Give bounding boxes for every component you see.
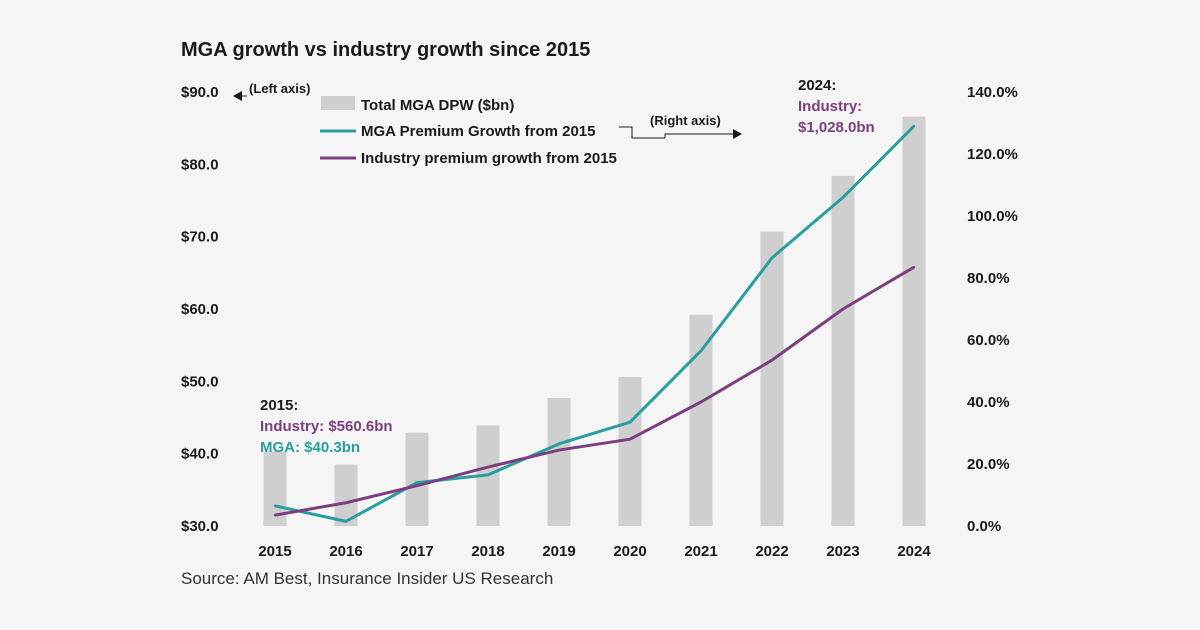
point-industry-2017 bbox=[415, 484, 419, 487]
x-tick-label: 2019 bbox=[542, 543, 575, 560]
left-tick-label: $90.0 bbox=[181, 84, 219, 101]
right-tick-label: 140.0% bbox=[967, 84, 1018, 101]
point-industry-2015 bbox=[273, 513, 277, 517]
point-mga-2017 bbox=[415, 481, 419, 484]
line-industry bbox=[274, 265, 915, 517]
left-axis-note: (Left axis) bbox=[233, 81, 310, 101]
bar-2023 bbox=[831, 175, 855, 526]
left-tick-label: $30.0 bbox=[181, 518, 219, 535]
legend-label-bars: Total MGA DPW ($bn) bbox=[361, 97, 514, 114]
point-mga-2022 bbox=[770, 256, 774, 260]
point-industry-2019 bbox=[557, 448, 561, 452]
point-mga-2019 bbox=[557, 442, 561, 446]
point-mga-2023 bbox=[841, 196, 845, 199]
x-tick-label: 2017 bbox=[400, 543, 433, 560]
annotation-2015: 2015: Industry: $560.6bn MGA: $40.3bn bbox=[260, 397, 393, 456]
left-tick-label: $50.0 bbox=[181, 373, 219, 390]
point-industry-2024 bbox=[912, 265, 916, 269]
left-axis-note-text: (Left axis) bbox=[249, 81, 310, 96]
x-axis: 2015 2016 2017 2018 2019 2020 2021 2022 2023 2024 bbox=[258, 543, 931, 560]
point-mga-2021 bbox=[699, 349, 703, 353]
bar-2016 bbox=[334, 464, 358, 526]
bar-2021 bbox=[689, 314, 713, 526]
right-axis-note-text: (Right axis) bbox=[650, 113, 721, 128]
point-industry-2021 bbox=[699, 400, 703, 404]
annotation-2024-industry-value: $1,028.0bn bbox=[798, 119, 875, 136]
annotation-2015-mga: MGA: $40.3bn bbox=[260, 439, 360, 456]
lines-group bbox=[273, 124, 916, 523]
right-tick-label: 80.0% bbox=[967, 270, 1010, 287]
annotation-2015-industry: Industry: $560.6bn bbox=[260, 418, 393, 435]
bar-2020 bbox=[618, 376, 642, 526]
bar-2024 bbox=[902, 116, 926, 527]
point-industry-2018 bbox=[486, 465, 490, 469]
legend: Total MGA DPW ($bn) MGA Premium Growth f… bbox=[320, 96, 617, 167]
point-mga-2018 bbox=[486, 473, 490, 477]
left-arrow-icon bbox=[233, 91, 242, 101]
right-tick-label: 0.0% bbox=[967, 518, 1001, 535]
x-tick-label: 2023 bbox=[826, 543, 859, 560]
x-tick-label: 2020 bbox=[613, 543, 646, 560]
left-tick-label: $80.0 bbox=[181, 156, 219, 173]
bar-2022 bbox=[760, 231, 784, 526]
x-tick-label: 2021 bbox=[684, 543, 717, 560]
bar-2019 bbox=[547, 397, 571, 526]
right-axis: 0.0% 20.0% 40.0% 60.0% 80.0% 100.0% 120.0% 140.… bbox=[967, 84, 1018, 535]
right-tick-label: 60.0% bbox=[967, 332, 1010, 349]
x-tick-label: 2024 bbox=[897, 543, 931, 560]
bar-2017 bbox=[405, 432, 429, 526]
annotation-2024-year: 2024: bbox=[798, 77, 836, 94]
annotation-2024: 2024: Industry: $1,028.0bn bbox=[798, 77, 875, 136]
x-tick-label: 2018 bbox=[471, 543, 504, 560]
right-tick-label: 100.0% bbox=[967, 208, 1018, 225]
right-tick-label: 40.0% bbox=[967, 394, 1010, 411]
point-mga-2020 bbox=[628, 420, 632, 424]
point-industry-2020 bbox=[628, 438, 632, 441]
legend-label-industry: Industry premium growth from 2015 bbox=[361, 150, 617, 167]
right-tick-label: 20.0% bbox=[967, 456, 1010, 473]
legend-label-mga: MGA Premium Growth from 2015 bbox=[361, 123, 596, 140]
line-mga bbox=[274, 125, 916, 523]
point-industry-2023 bbox=[841, 307, 845, 311]
left-axis: $30.0 $40.0 $50.0 $60.0 $70.0 $80.0 $90.0 bbox=[181, 84, 219, 535]
x-tick-label: 2016 bbox=[329, 543, 362, 560]
source-note: Source: AM Best, Insurance Insider US Re… bbox=[181, 569, 553, 588]
point-industry-2016 bbox=[344, 501, 348, 504]
annotation-2024-industry-label: Industry: bbox=[798, 98, 862, 115]
right-axis-note: (Right axis) bbox=[619, 113, 742, 139]
point-industry-2022 bbox=[770, 358, 774, 362]
right-tick-label: 120.0% bbox=[967, 146, 1018, 163]
point-mga-2015 bbox=[273, 504, 277, 508]
left-tick-label: $40.0 bbox=[181, 446, 219, 463]
x-tick-label: 2022 bbox=[755, 543, 788, 560]
right-arrow-icon bbox=[733, 129, 742, 139]
legend-swatch-bars bbox=[321, 96, 355, 110]
chart-title: MGA growth vs industry growth since 2015 bbox=[181, 39, 590, 61]
x-tick-label: 2015 bbox=[258, 543, 291, 560]
point-mga-2016 bbox=[344, 520, 348, 523]
annotation-2015-year: 2015: bbox=[260, 397, 298, 414]
left-tick-label: $60.0 bbox=[181, 301, 219, 318]
left-tick-label: $70.0 bbox=[181, 229, 219, 246]
point-mga-2024 bbox=[912, 124, 916, 128]
